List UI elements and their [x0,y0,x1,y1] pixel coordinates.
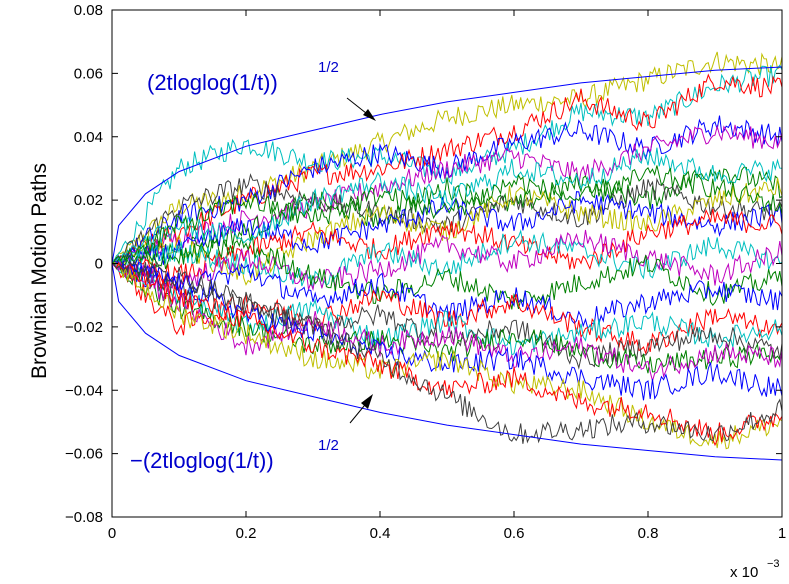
y-tick-label: −0.08 [65,509,103,526]
y-tick-label: 0 [95,256,103,273]
x-tick-label: 0.8 [638,525,659,542]
envelope-layer [111,66,783,461]
brownian-path-20 [111,261,783,401]
lower-envelope-curve [111,263,783,461]
upper-arrow-icon [346,97,376,121]
y-tick-label: 0.06 [74,65,103,82]
y-axis-label: Brownian Motion Paths [28,163,51,379]
x-multiplier-label: x 10 [730,564,758,581]
upper-envelope-label: (2tloglog(1/t)) [147,70,278,95]
brownian-path-2 [111,64,783,264]
brownian-path-13 [111,236,783,310]
brownian-path-16 [111,261,783,356]
lower-arrow-icon [349,394,373,424]
brownian-path-21 [111,262,783,450]
lower-envelope-label: −(2tloglog(1/t)) [130,448,274,473]
y-tick-label: −0.06 [65,446,103,463]
brownian-path-23 [111,259,783,444]
y-tick-label: 0.08 [74,2,103,19]
x-tick-label: 0 [108,525,116,542]
brownian-path-9 [111,191,783,270]
brownian-path-12 [111,229,783,293]
paths-layer [111,51,783,450]
brownian-path-19 [111,261,783,383]
brownian-path-10 [111,208,783,287]
upper-envelope-exponent: 1/2 [318,59,339,76]
y-tick-label: 0.04 [74,129,103,146]
lower-envelope-exponent: 1/2 [318,437,339,454]
brownian-path-3 [111,73,783,265]
x-tick-label: 0.2 [236,525,257,542]
y-tick-label: −0.04 [65,382,103,399]
brownian-path-14 [111,259,783,329]
x-tick-label: 0.4 [370,525,391,542]
brownian-path-22 [111,261,783,447]
brownian-path-5 [111,124,783,265]
ticks-layer: 0 0.2 0.4 0.6 0.8 1 −0.08 −0.06 −0.04 −0.02 0 0.02 0… [65,2,786,542]
y-tick-label: −0.02 [65,319,103,336]
y-tick-label: 0.02 [74,192,103,209]
brownian-path-7 [111,173,783,264]
x-tick-label: 0.6 [504,525,525,542]
brownian-path-4 [111,115,783,264]
brownian-path-25 [111,165,783,264]
x-tick-label: 1 [778,525,786,542]
x-multiplier-exponent: −3 [767,558,780,570]
upper-envelope-curve [111,66,783,264]
